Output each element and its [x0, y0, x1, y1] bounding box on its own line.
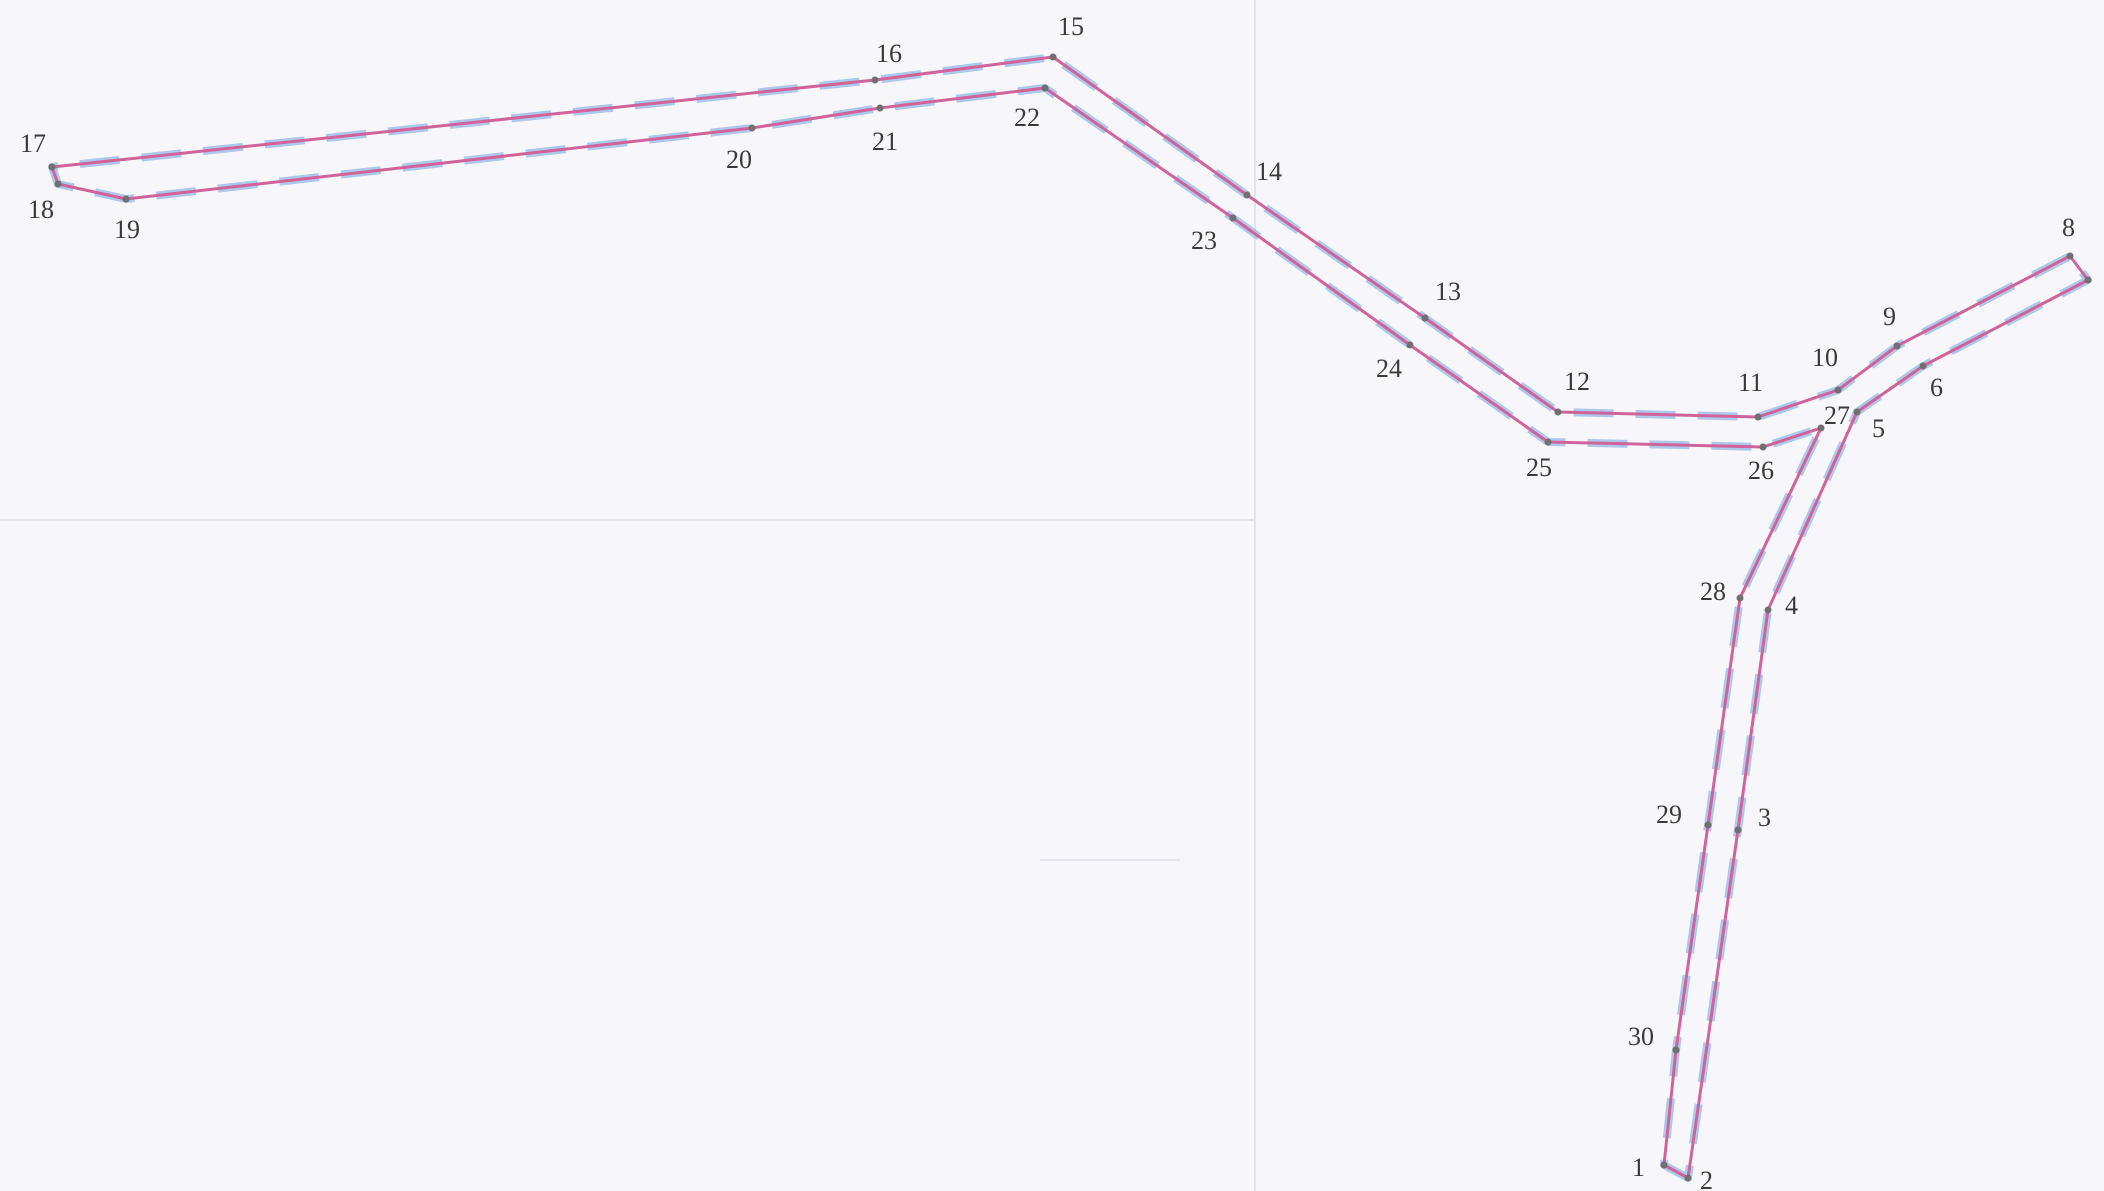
vertex-1-label: 1 — [1632, 1153, 1645, 1182]
vertex-9-dot — [1893, 342, 1901, 350]
vertex-7-dot — [2084, 276, 2092, 284]
vertex-15-dot — [1049, 53, 1057, 61]
vertex-25-dot — [1544, 438, 1552, 446]
vertex-11-dot — [1754, 413, 1762, 421]
vertex-4-label: 4 — [1785, 591, 1798, 620]
dashed-outline — [48, 53, 2092, 1182]
vertex-1-dot — [1660, 1161, 1668, 1169]
vertex-6-dot — [1919, 362, 1927, 370]
vertex-27-dot — [1817, 424, 1825, 432]
vertex-13-label: 13 — [1435, 277, 1461, 306]
vertex-29-label: 29 — [1656, 800, 1682, 829]
vertex-2-dot — [1684, 1174, 1692, 1182]
vertex-22-label: 22 — [1014, 103, 1040, 132]
vertex-24-dot — [1406, 341, 1414, 349]
vertex-11-label: 11 — [1738, 368, 1763, 397]
vertex-25-label: 25 — [1526, 453, 1552, 482]
vertex-26-dot — [1759, 443, 1767, 451]
vertex-19-dot — [122, 195, 130, 203]
vertex-3-label: 3 — [1758, 803, 1771, 832]
vertex-28-dot — [1736, 594, 1744, 602]
vertex-13-dot — [1421, 314, 1429, 322]
vertex-16-dot — [871, 76, 879, 84]
vertex-18-dot — [54, 180, 62, 188]
vertex-21-dot — [876, 104, 884, 112]
vertex-19-label: 19 — [114, 215, 140, 244]
vertex-17-label: 17 — [20, 129, 46, 158]
vertex-3-dot — [1734, 826, 1742, 834]
vertex-18-label: 18 — [28, 195, 54, 224]
vertex-dots — [48, 53, 2092, 1182]
vertex-12-dot — [1554, 408, 1562, 416]
vertex-2-label: 2 — [1700, 1166, 1713, 1191]
vertex-22-dot — [1041, 84, 1049, 92]
vertex-10-dot — [1834, 386, 1842, 394]
vertex-29-dot — [1704, 821, 1712, 829]
vertex-labels: 1 234568910111213141516171819202122232425… — [20, 12, 2075, 1191]
vertex-5-dot — [1853, 408, 1861, 416]
vertex-14-label: 14 — [1256, 157, 1282, 186]
vertex-15-label: 15 — [1058, 12, 1084, 41]
vertex-5-label: 5 — [1872, 414, 1885, 443]
vertex-26-label: 26 — [1748, 456, 1774, 485]
vertex-8-dot — [2066, 252, 2074, 260]
vertex-12-label: 12 — [1564, 367, 1590, 396]
vertex-30-label: 30 — [1628, 1022, 1654, 1051]
solid-outline — [50, 55, 2090, 1180]
vertex-6-label: 6 — [1930, 373, 1943, 402]
vertex-23-label: 23 — [1191, 226, 1217, 255]
vertex-30-dot — [1672, 1046, 1680, 1054]
vertex-28-label: 28 — [1700, 577, 1726, 606]
vertex-23-dot — [1229, 214, 1237, 222]
vertex-27-label: 27 — [1824, 401, 1850, 430]
vertex-14-dot — [1243, 191, 1251, 199]
vertex-9-label: 9 — [1883, 302, 1896, 331]
vertex-16-label: 16 — [876, 39, 902, 68]
vertex-20-dot — [748, 124, 756, 132]
vertex-4-dot — [1764, 606, 1772, 614]
vertex-20-label: 20 — [726, 145, 752, 174]
vertex-17-dot — [48, 163, 56, 171]
vertex-8-label: 8 — [2062, 213, 2075, 242]
vertex-10-label: 10 — [1812, 343, 1838, 372]
vertex-24-label: 24 — [1376, 354, 1402, 383]
vertex-21-label: 21 — [872, 127, 898, 156]
